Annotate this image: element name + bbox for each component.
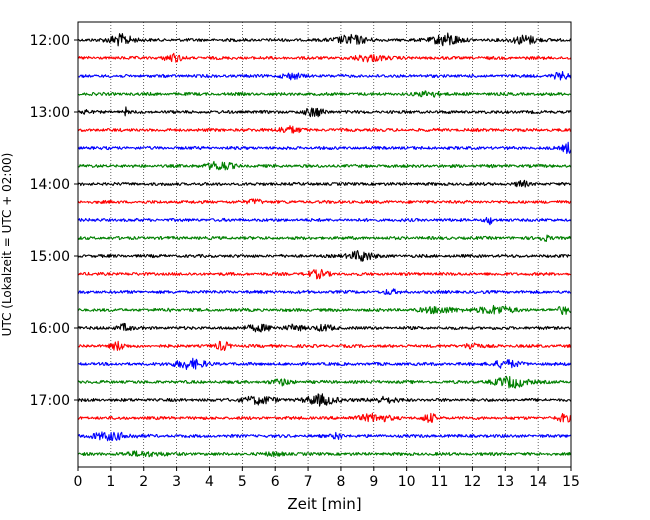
y-tick-label: 12:00	[30, 33, 70, 49]
trace-line	[77, 32, 572, 47]
trace-line	[77, 393, 572, 407]
trace-line	[77, 304, 572, 315]
trace-line	[77, 125, 572, 134]
x-tick-label: 6	[271, 474, 280, 490]
trace-series	[77, 32, 572, 458]
trace-line	[77, 216, 572, 226]
y-axis-ticks: 12:00 13:00 14:00 15:00 16:00 17:00	[30, 33, 78, 409]
trace-line	[77, 198, 572, 205]
trace-line	[77, 288, 572, 295]
y-axis-label: UTC (Lokalzeit = UTC + 02:00)	[0, 153, 14, 337]
x-tick-label: 4	[205, 474, 214, 490]
x-tick-label: 15	[562, 474, 580, 490]
x-tick-label: 11	[431, 474, 449, 490]
x-tick-label: 0	[74, 474, 83, 490]
trace-line	[77, 322, 572, 333]
trace-line	[77, 141, 572, 154]
x-tick-label: 14	[529, 474, 547, 490]
trace-line	[77, 90, 572, 98]
y-tick-label: 16:00	[30, 321, 70, 337]
y-tick-label: 15:00	[30, 249, 70, 265]
x-tick-label: 3	[172, 474, 181, 490]
x-axis-label: Zeit [min]	[287, 495, 361, 513]
x-tick-label: 12	[463, 474, 481, 490]
y-tick-label: 13:00	[30, 105, 70, 121]
x-tick-label: 7	[304, 474, 313, 490]
x-tick-label: 2	[139, 474, 148, 490]
y-tick-label: 14:00	[30, 177, 70, 193]
trace-line	[77, 106, 572, 118]
x-axis-ticks: 0 1 2 3 4 5 6 7 8 9 10 11 12 13 14 15	[74, 467, 580, 490]
x-tick-label: 5	[238, 474, 247, 490]
trace-line	[77, 412, 572, 423]
trace-line	[77, 450, 572, 458]
vertical-grid	[110, 22, 539, 467]
trace-line	[77, 234, 572, 242]
x-tick-label: 9	[369, 474, 378, 490]
plot-frame	[77, 21, 572, 468]
trace-line	[77, 250, 572, 262]
x-tick-label: 8	[336, 474, 345, 490]
trace-line	[77, 375, 572, 389]
trace-line	[77, 340, 572, 352]
x-tick-label: 10	[398, 474, 416, 490]
trace-line	[77, 357, 572, 371]
trace-line	[77, 179, 572, 188]
x-tick-label: 1	[106, 474, 115, 490]
trace-line	[77, 70, 572, 81]
y-tick-label: 17:00	[30, 393, 70, 409]
trace-line	[77, 160, 572, 171]
trace-line	[77, 431, 572, 442]
trace-line	[77, 52, 572, 63]
trace-line	[77, 268, 572, 280]
x-tick-label: 13	[496, 474, 514, 490]
